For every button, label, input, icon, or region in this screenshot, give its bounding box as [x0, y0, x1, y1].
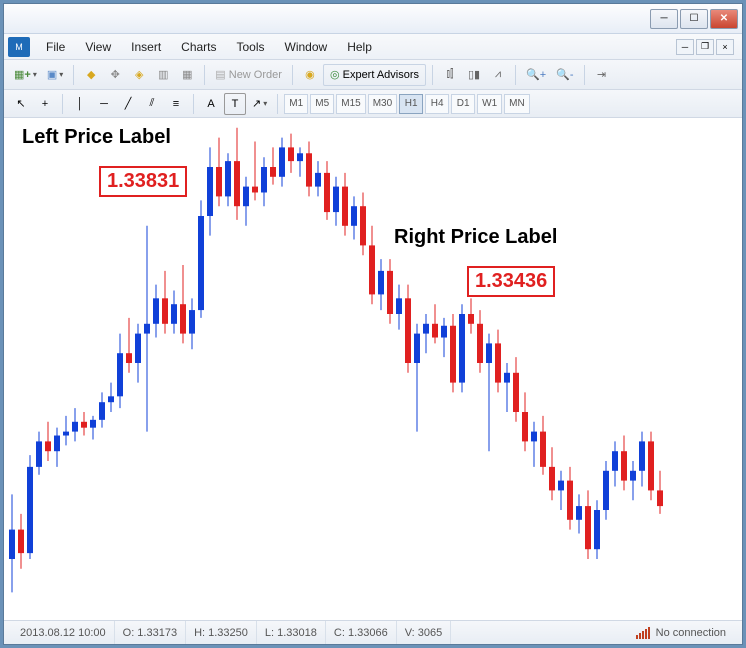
- metaquotes-button[interactable]: ◉: [299, 64, 321, 86]
- navigator-button[interactable]: ✥: [104, 64, 126, 86]
- timeframe-m1[interactable]: M1: [284, 94, 308, 114]
- timeframe-m5[interactable]: M5: [310, 94, 334, 114]
- status-high: H: 1.33250: [186, 621, 257, 644]
- menu-view[interactable]: View: [75, 36, 121, 58]
- status-volume: V: 3065: [397, 621, 452, 644]
- line-chart-button[interactable]: ⩘: [487, 64, 509, 86]
- cursor-button[interactable]: ↖: [10, 93, 32, 115]
- fibonacci-button[interactable]: ≡: [165, 93, 187, 115]
- status-low: L: 1.33018: [257, 621, 326, 644]
- text-button[interactable]: A: [200, 93, 222, 115]
- timeframe-d1[interactable]: D1: [451, 94, 475, 114]
- timeframe-h1[interactable]: H1: [399, 94, 423, 114]
- status-connection: No connection: [628, 621, 734, 644]
- statusbar: 2013.08.12 10:00 O: 1.33173 H: 1.33250 L…: [4, 620, 742, 644]
- minimize-button[interactable]: ─: [650, 9, 678, 29]
- menu-file[interactable]: File: [36, 36, 75, 58]
- profiles-button[interactable]: ▣▾: [43, 64, 67, 86]
- status-open: O: 1.33173: [115, 621, 186, 644]
- close-button[interactable]: ✕: [710, 9, 738, 29]
- right-price-label-value: 1.33436: [467, 266, 555, 297]
- new-chart-button[interactable]: ▦+▾: [10, 64, 41, 86]
- new-order-button[interactable]: ▤ New Order: [211, 64, 286, 86]
- status-close: C: 1.33066: [326, 621, 397, 644]
- titlebar: ─ ☐ ✕: [4, 4, 742, 34]
- timeframe-m30[interactable]: M30: [368, 94, 397, 114]
- left-price-label-text: Left Price Label: [22, 126, 171, 149]
- child-close-button[interactable]: ×: [716, 39, 734, 55]
- maximize-button[interactable]: ☐: [680, 9, 708, 29]
- toolbar-objects: ↖ + │ ─ ╱ ⫽ ≡ A T ↗▾ M1 M5 M15 M30 H1 H4…: [4, 90, 742, 118]
- timeframe-h4[interactable]: H4: [425, 94, 449, 114]
- zoom-in-button[interactable]: 🔍+: [522, 64, 550, 86]
- bar-chart-button[interactable]: ⫾⫿: [439, 64, 461, 86]
- child-minimize-button[interactable]: ─: [676, 39, 694, 55]
- chart-area[interactable]: Left Price Label 1.33831 Right Price Lab…: [4, 118, 742, 620]
- market-watch-button[interactable]: ◆: [80, 64, 102, 86]
- vertical-line-button[interactable]: │: [69, 93, 91, 115]
- timeframe-m15[interactable]: M15: [336, 94, 365, 114]
- menubar: M File View Insert Charts Tools Window H…: [4, 34, 742, 60]
- data-window-button[interactable]: ◈: [128, 64, 150, 86]
- menu-window[interactable]: Window: [275, 36, 338, 58]
- status-datetime: 2013.08.12 10:00: [12, 621, 115, 644]
- zoom-out-button[interactable]: 🔍-: [552, 64, 577, 86]
- app-window: ─ ☐ ✕ M File View Insert Charts Tools Wi…: [3, 3, 743, 645]
- expert-advisors-button[interactable]: ◎ Expert Advisors: [323, 64, 426, 86]
- right-price-label-text: Right Price Label: [394, 226, 557, 249]
- channel-button[interactable]: ⫽: [141, 93, 163, 115]
- menu-charts[interactable]: Charts: [171, 36, 226, 58]
- left-price-label-value: 1.33831: [99, 166, 187, 197]
- timeframe-w1[interactable]: W1: [477, 94, 502, 114]
- strategy-tester-button[interactable]: ▦: [176, 64, 198, 86]
- child-restore-button[interactable]: ❐: [696, 39, 714, 55]
- crosshair-button[interactable]: +: [34, 93, 56, 115]
- arrows-button[interactable]: ↗▾: [248, 93, 271, 115]
- toolbar-main: ▦+▾ ▣▾ ◆ ✥ ◈ ▥ ▦ ▤ New Order ◉ ◎ Expert …: [4, 60, 742, 90]
- menu-insert[interactable]: Insert: [121, 36, 171, 58]
- text-label-button[interactable]: T: [224, 93, 246, 115]
- terminal-button[interactable]: ▥: [152, 64, 174, 86]
- app-icon: M: [8, 37, 30, 57]
- auto-scroll-button[interactable]: ⇥: [591, 64, 613, 86]
- trendline-button[interactable]: ╱: [117, 93, 139, 115]
- timeframe-mn[interactable]: MN: [504, 94, 530, 114]
- candle-chart-button[interactable]: ▯▮: [463, 64, 485, 86]
- connection-bars-icon: [636, 627, 650, 639]
- horizontal-line-button[interactable]: ─: [93, 93, 115, 115]
- menu-help[interactable]: Help: [337, 36, 382, 58]
- menu-tools[interactable]: Tools: [227, 36, 275, 58]
